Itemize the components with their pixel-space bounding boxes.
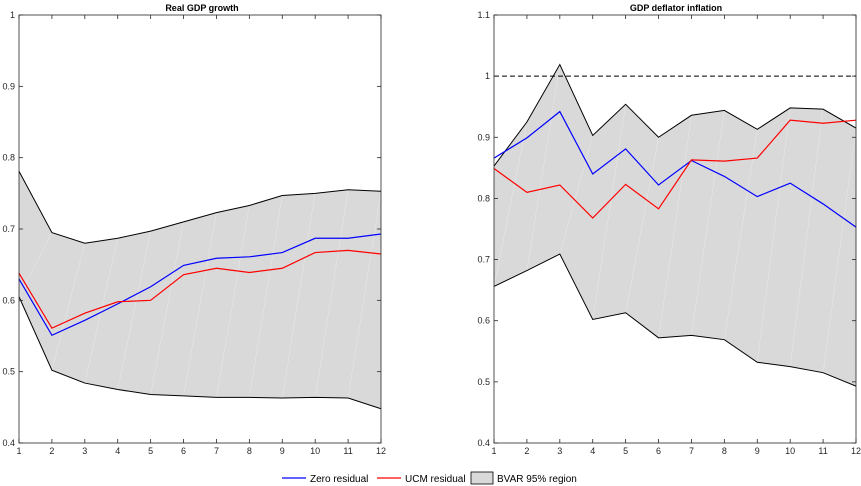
x-tick-label: 5 — [623, 446, 628, 456]
legend-box — [274, 470, 614, 486]
bvar-band-upper-edge — [493, 63, 857, 167]
band-mesh-line — [183, 212, 217, 396]
band-mesh-line — [526, 64, 561, 271]
x-tick-label: 10 — [310, 446, 320, 456]
y-tick-label: 0.8 — [477, 193, 490, 203]
band-mesh-line — [822, 128, 857, 373]
y-tick-label: 0.9 — [2, 81, 15, 91]
chart-panel-real-gdp-growth: Real GDP growth 1 2 3 4 5 6 7 8 9 10 11 120.40.50.6… — [2, 3, 386, 456]
x-tick-label: 6 — [181, 446, 186, 456]
x-tick-label: 5 — [148, 446, 153, 456]
y-tick-label: 0.6 — [477, 316, 490, 326]
x-tick-label: 3 — [557, 446, 562, 456]
y-tick-label: 1 — [485, 71, 490, 81]
x-tick-label: 8 — [722, 446, 727, 456]
y-tick-label: 0.4 — [477, 438, 490, 448]
x-tick-label: 4 — [115, 446, 120, 456]
x-tick-label: 12 — [376, 446, 386, 456]
x-tick-label: 10 — [785, 446, 795, 456]
x-tick-label: 3 — [82, 446, 87, 456]
y-tick-label: 0.5 — [477, 377, 490, 387]
legend-label-ucm-residual: UCM residual — [405, 474, 466, 485]
x-tick-label: 11 — [343, 446, 352, 456]
x-tick-label: 9 — [280, 446, 285, 456]
band-mesh-line — [84, 238, 119, 384]
x-tick-label: 12 — [851, 446, 861, 456]
series-line-zero-residual — [493, 110, 857, 228]
band-mesh-line — [51, 243, 86, 371]
band-mesh-line — [18, 232, 53, 297]
band-mesh-line — [117, 231, 151, 390]
band-mesh-line — [281, 193, 316, 399]
x-tick-label: 2 — [524, 446, 529, 456]
y-tick-label: 0.6 — [2, 295, 15, 305]
bvar-band-lower-edge — [18, 296, 382, 410]
y-tick-label: 1.1 — [477, 10, 490, 20]
y-tick-label: 0.5 — [2, 367, 15, 377]
legend: Zero residual UCM residual BVAR 95% regi… — [274, 470, 614, 486]
x-tick-label: 8 — [247, 446, 252, 456]
bvar-band-area — [19, 171, 381, 409]
x-tick-label: 2 — [49, 446, 54, 456]
axes-box — [493, 14, 857, 444]
y-tick-label: 0.7 — [2, 224, 15, 234]
bvar-band-upper-edge — [18, 170, 382, 244]
chart-title: Real GDP growth — [165, 3, 238, 13]
x-tick-label: 7 — [689, 446, 694, 456]
y-tick-label: 0.8 — [2, 153, 15, 163]
band-mesh-line — [592, 104, 626, 320]
legend-label-bvar-region: BVAR 95% region — [497, 474, 577, 485]
y-tick-label: 0.9 — [477, 132, 490, 142]
x-tick-label: 6 — [656, 446, 661, 456]
band-mesh-line — [756, 107, 791, 363]
band-mesh-line — [216, 205, 250, 398]
band-mesh-line — [249, 195, 283, 398]
band-mesh-line — [314, 189, 349, 398]
x-tick-label: 1 — [491, 446, 496, 456]
band-mesh-line — [559, 135, 594, 255]
x-tick-label: 1 — [16, 446, 21, 456]
series-line-ucm-residual — [493, 119, 857, 219]
y-tick-label: 1 — [10, 10, 15, 20]
band-mesh-line — [347, 191, 382, 399]
x-tick-label: 9 — [755, 446, 760, 456]
band-mesh-line — [493, 121, 528, 287]
chart-panel-gdp-deflator-inflation: GDP deflator inflation 1 2 3 4 5 6 7 8 9 10 11 120.… — [477, 3, 861, 456]
bvar-band-lower-edge — [493, 253, 857, 387]
x-tick-label: 11 — [818, 446, 827, 456]
series-line-zero-residual — [18, 233, 382, 337]
chart-title: GDP deflator inflation — [630, 3, 722, 13]
band-mesh-line — [724, 129, 758, 340]
series-line-ucm-residual — [18, 249, 382, 329]
band-mesh-line — [789, 109, 824, 367]
x-tick-label: 4 — [590, 446, 595, 456]
y-tick-label: 0.4 — [2, 438, 15, 448]
band-mesh-line — [150, 221, 184, 395]
band-mesh-line — [625, 137, 659, 313]
legend-label-zero-residual: Zero residual — [310, 474, 368, 485]
band-mesh-line — [658, 115, 692, 338]
band-mesh-line — [691, 110, 725, 336]
legend-swatch-bvar-region — [470, 471, 494, 485]
y-tick-label: 0.7 — [477, 255, 490, 265]
x-tick-label: 7 — [214, 446, 219, 456]
